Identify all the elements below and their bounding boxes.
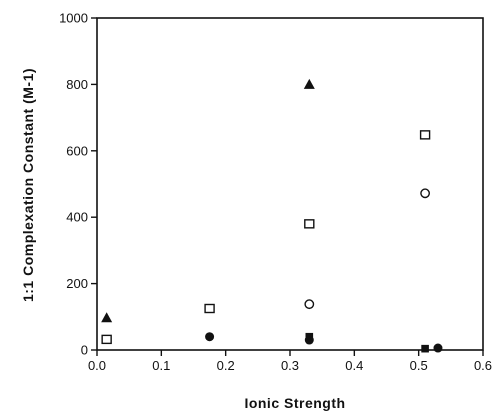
y-tick-label: 1000: [59, 11, 88, 26]
y-tick-label: 0: [81, 343, 88, 358]
x-axis-label: Ionic Strength: [244, 395, 345, 411]
point-open-square: [101, 334, 112, 345]
point-open-square: [304, 219, 315, 229]
data-points: [101, 78, 443, 353]
point-filled-circle: [205, 332, 215, 342]
point-filled-square: [305, 332, 314, 341]
ticks: 0.0 0.1 0.2 0.3 0.4 0.5 0.6 0 200 400 600 800 1000: [59, 11, 492, 374]
point-open-square: [204, 303, 215, 314]
x-tick-label: 0.0: [88, 358, 106, 373]
x-tick-label: 0.3: [281, 358, 299, 373]
y-tick-label: 800: [66, 77, 88, 92]
point-open-circle: [304, 299, 315, 310]
x-tick-label: 0.6: [474, 358, 492, 373]
x-tick-label: 0.4: [345, 358, 363, 373]
x-tick-label: 0.5: [410, 358, 428, 373]
point-filled-circle: [433, 343, 443, 353]
x-tick-label: 0.2: [217, 358, 235, 373]
plot-frame: [96, 17, 484, 351]
x-tick-label: 0.1: [152, 358, 170, 373]
y-axis-label: 1:1 Complexation Constant (M-1): [20, 68, 36, 302]
point-filled-square: [421, 344, 429, 353]
point-filled-triangle: [303, 78, 315, 89]
y-tick-label: 400: [66, 210, 88, 225]
y-tick-label: 200: [66, 276, 88, 291]
axes: [96, 17, 484, 351]
y-tick-label: 600: [66, 143, 88, 158]
point-open-square: [419, 130, 431, 140]
point-open-circle: [420, 188, 430, 199]
point-filled-triangle: [101, 312, 113, 323]
